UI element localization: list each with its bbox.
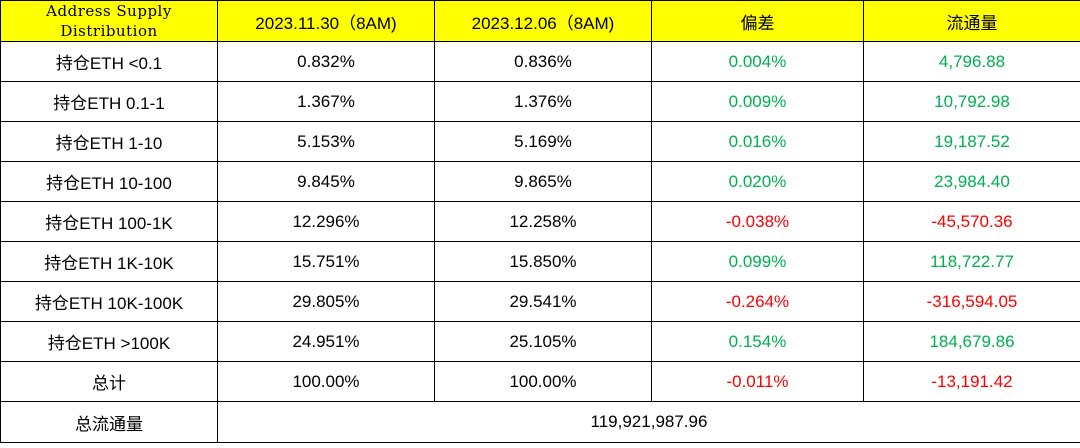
table-row: 持仓ETH 0.1-1 1.367% 1.376% 0.009% 10,792.… bbox=[0, 81, 1080, 122]
value-date-2: 1.376% bbox=[434, 81, 652, 122]
deviation-value: 0.009% bbox=[651, 81, 864, 122]
value-date-1: 100.00% bbox=[217, 361, 435, 402]
table-row: 持仓ETH 1-10 5.153% 5.169% 0.016% 19,187.5… bbox=[0, 121, 1080, 162]
value-date-1: 29.805% bbox=[217, 281, 435, 322]
total-circulation-label: 总流通量 bbox=[0, 401, 218, 443]
value-date-1: 12.296% bbox=[217, 201, 435, 242]
row-label: 总计 bbox=[0, 361, 218, 402]
circulation-value: 23,984.40 bbox=[863, 161, 1080, 202]
row-label: 持仓ETH 100-1K bbox=[0, 201, 218, 242]
value-date-1: 0.832% bbox=[217, 41, 435, 82]
deviation-value: -0.038% bbox=[651, 201, 864, 242]
value-date-2: 12.258% bbox=[434, 201, 652, 242]
table-row: 持仓ETH 10-100 9.845% 9.865% 0.020% 23,984… bbox=[0, 161, 1080, 202]
header-address-distribution: Address Supply Distribution bbox=[0, 0, 218, 42]
circulation-value: 4,796.88 bbox=[863, 41, 1080, 82]
row-label: 持仓ETH <0.1 bbox=[0, 41, 218, 82]
value-date-2: 0.836% bbox=[434, 41, 652, 82]
circulation-value: 10,792.98 bbox=[863, 81, 1080, 122]
circulation-value: -13,191.42 bbox=[863, 361, 1080, 402]
circulation-value: -45,570.36 bbox=[863, 201, 1080, 242]
header-circulation: 流通量 bbox=[863, 0, 1080, 42]
table-row: 持仓ETH 1K-10K 15.751% 15.850% 0.099% 118,… bbox=[0, 241, 1080, 282]
row-label: 持仓ETH >100K bbox=[0, 321, 218, 362]
value-date-1: 9.845% bbox=[217, 161, 435, 202]
value-date-1: 24.951% bbox=[217, 321, 435, 362]
deviation-value: -0.264% bbox=[651, 281, 864, 322]
table-body: 持仓ETH <0.1 0.832% 0.836% 0.004% 4,796.88… bbox=[0, 41, 1080, 443]
circulation-value: 184,679.86 bbox=[863, 321, 1080, 362]
circulation-value: -316,594.05 bbox=[863, 281, 1080, 322]
deviation-value: 0.099% bbox=[651, 241, 864, 282]
circulation-value: 118,722.77 bbox=[863, 241, 1080, 282]
header-date-1: 2023.11.30（8AM) bbox=[217, 0, 435, 42]
table-row: 持仓ETH 100-1K 12.296% 12.258% -0.038% -45… bbox=[0, 201, 1080, 242]
value-date-1: 15.751% bbox=[217, 241, 435, 282]
circulation-value: 19,187.52 bbox=[863, 121, 1080, 162]
value-date-1: 5.153% bbox=[217, 121, 435, 162]
row-label: 持仓ETH 10K-100K bbox=[0, 281, 218, 322]
value-date-2: 9.865% bbox=[434, 161, 652, 202]
value-date-2: 29.541% bbox=[434, 281, 652, 322]
header-row: Address Supply Distribution 2023.11.30（8… bbox=[0, 0, 1080, 42]
value-date-2: 100.00% bbox=[434, 361, 652, 402]
deviation-value: -0.011% bbox=[651, 361, 864, 402]
deviation-value: 0.004% bbox=[651, 41, 864, 82]
value-date-2: 5.169% bbox=[434, 121, 652, 162]
table-row: 持仓ETH <0.1 0.832% 0.836% 0.004% 4,796.88 bbox=[0, 41, 1080, 82]
row-label: 持仓ETH 1-10 bbox=[0, 121, 218, 162]
total-circulation-value: 119,921,987.96 bbox=[217, 401, 1080, 443]
table-row: 持仓ETH 10K-100K 29.805% 29.541% -0.264% -… bbox=[0, 281, 1080, 322]
deviation-value: 0.016% bbox=[651, 121, 864, 162]
value-date-2: 25.105% bbox=[434, 321, 652, 362]
total-circulation-row: 总流通量 119,921,987.96 bbox=[0, 401, 1080, 443]
table-row: 持仓ETH >100K 24.951% 25.105% 0.154% 184,6… bbox=[0, 321, 1080, 362]
row-label: 持仓ETH 0.1-1 bbox=[0, 81, 218, 122]
value-date-1: 1.367% bbox=[217, 81, 435, 122]
row-label: 持仓ETH 1K-10K bbox=[0, 241, 218, 282]
deviation-value: 0.154% bbox=[651, 321, 864, 362]
header-deviation: 偏差 bbox=[651, 0, 864, 42]
value-date-2: 15.850% bbox=[434, 241, 652, 282]
row-label: 持仓ETH 10-100 bbox=[0, 161, 218, 202]
header-date-2: 2023.12.06（8AM) bbox=[434, 0, 652, 42]
total-row: 总计 100.00% 100.00% -0.011% -13,191.42 bbox=[0, 361, 1080, 402]
deviation-value: 0.020% bbox=[651, 161, 864, 202]
